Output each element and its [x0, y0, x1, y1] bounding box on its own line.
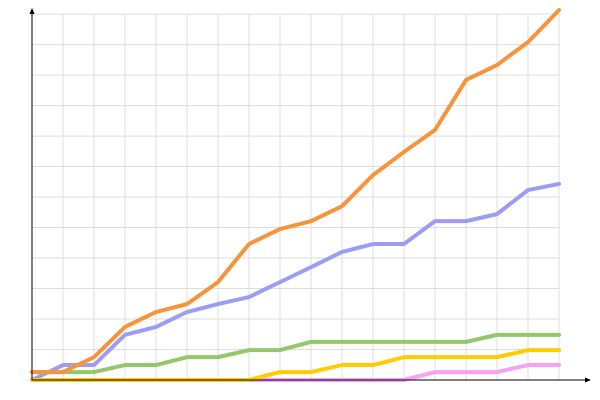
grid	[31, 13, 560, 381]
line-series	[30, 8, 561, 375]
plot-area	[30, 8, 561, 382]
line-series	[30, 348, 561, 382]
y-axis-arrow	[29, 8, 35, 14]
line-series	[30, 332, 561, 375]
x-axis-arrow	[585, 377, 591, 383]
line-series	[30, 181, 561, 382]
